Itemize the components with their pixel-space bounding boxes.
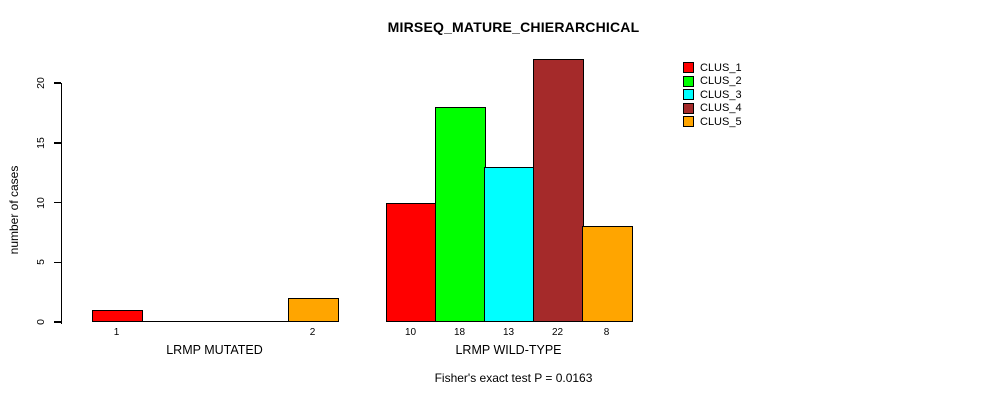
chart-title: MIRSEQ_MATURE_CHIERARCHICAL	[387, 19, 640, 35]
legend-item-clus_2: CLUS_2	[683, 75, 742, 89]
group-label-0: LRMP MUTATED	[166, 343, 263, 357]
bar-clus_3	[484, 166, 535, 322]
y-axis-tick	[53, 261, 61, 263]
bar-value-label: 18	[453, 327, 466, 338]
legend-label: CLUS_1	[700, 61, 742, 74]
bar-value-label: 8	[603, 327, 610, 338]
annotation-text: Fisher's exact test P = 0.0163	[434, 371, 593, 385]
legend-swatch	[683, 75, 694, 87]
legend-item-clus_4: CLUS_4	[683, 102, 742, 116]
bar-clus_5	[288, 298, 339, 322]
y-axis-tick	[53, 142, 61, 144]
bar-value-label: 22	[551, 327, 564, 338]
bar-clus_5	[582, 226, 633, 322]
legend-item-clus_5: CLUS_5	[683, 115, 742, 129]
legend-label: CLUS_3	[700, 88, 742, 101]
legend-swatch	[683, 102, 694, 114]
legend-swatch	[683, 89, 694, 101]
y-axis-label-text: number of cases	[7, 165, 21, 255]
bar-clus_2	[435, 106, 486, 322]
legend-item-clus_1: CLUS_1	[683, 61, 742, 75]
bar-value-label: 10	[404, 327, 417, 338]
group-label-1: LRMP WILD-TYPE	[455, 343, 562, 357]
legend: CLUS_1 CLUS_2 CLUS_3 CLUS_4 CLUS_5	[683, 61, 742, 129]
bar-value-label: 1	[113, 327, 120, 338]
y-axis-tick	[53, 201, 61, 204]
zero-bar-clus_4	[239, 320, 290, 322]
bar-clus_1	[386, 202, 437, 322]
y-axis-tick	[53, 82, 61, 84]
legend-swatch	[683, 116, 694, 128]
legend-label: CLUS_2	[700, 75, 742, 88]
y-axis-tick	[53, 321, 61, 323]
y-axis-line	[60, 83, 62, 324]
bar-value-label: 13	[502, 327, 515, 338]
legend-label: CLUS_5	[700, 115, 742, 128]
legend-swatch	[683, 62, 694, 74]
legend-label: CLUS_4	[700, 102, 742, 115]
legend-item-clus_3: CLUS_3	[683, 88, 742, 102]
zero-bar-clus_2	[141, 320, 192, 322]
zero-bar-clus_3	[190, 320, 241, 322]
bar-value-label: 2	[309, 327, 316, 338]
bar-clus_1	[92, 310, 143, 322]
bar-clus_4	[533, 59, 584, 322]
